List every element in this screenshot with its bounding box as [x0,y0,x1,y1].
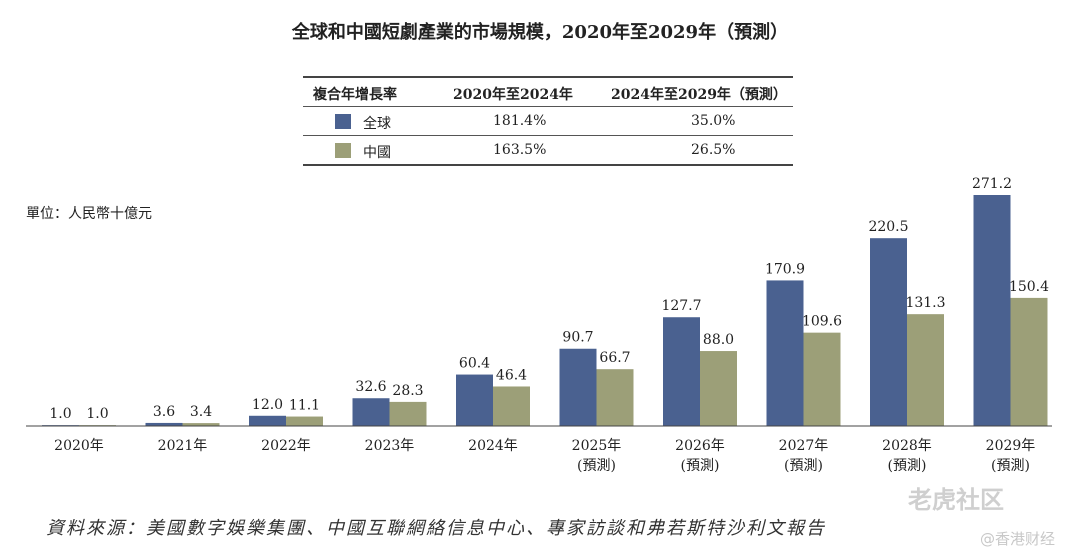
bar-china [700,351,737,426]
x-tick-label: 2029年 [986,438,1036,454]
data-label: 88.0 [703,332,734,348]
data-label: 131.3 [905,295,945,311]
data-label: 90.7 [562,330,593,346]
chart-title: 全球和中國短劇產業的市場規模，2020年至2029年（預測） [291,22,789,43]
data-label: 3.4 [190,404,212,420]
x-tick-label: 2020年 [54,438,104,454]
bar-global [249,415,286,426]
bar-china [907,314,944,426]
x-tick-label: 2024年 [468,438,518,454]
bar-global [559,348,597,426]
source-note: 資料來源：美國數字娛樂集團、中國互聯網絡信息中心、專家訪談和弗若斯特沙利文報告 [46,518,826,539]
bar-china [286,416,323,426]
watermark-handle: @香港财经 [980,530,1056,548]
cagr-value-2: 35.0% [691,113,736,129]
data-label: 66.7 [599,350,630,366]
bar-chart: 1.0 1.0 2020年 3.6 3.4 2021年 12.0 11.1 2022年 32.6 2… [26,176,1052,474]
x-tick-label: 2026年 [675,438,725,454]
cagr-header-period2: 2024年至2029年（預測） [611,87,787,103]
x-tick-sublabel: (預測) [681,458,720,474]
cagr-header-row: 複合年增長率 2020年至2024年 2024年至2029年（預測） [303,76,793,107]
cagr-value-1: 163.5% [493,142,547,158]
data-label: 12.0 [252,397,283,413]
cagr-row-china: 中國 163.5% 26.5% [303,136,793,166]
legend-swatch-china [335,143,351,158]
x-tick-label: 2028年 [882,438,932,454]
bar-china [1010,297,1048,426]
data-label: 60.4 [459,356,490,372]
data-label: 11.1 [289,398,320,414]
x-tick-sublabel: (預測) [784,458,823,474]
data-label: 46.4 [496,367,527,383]
data-label: 150.4 [1009,279,1049,295]
x-tick-label: 2021年 [158,438,208,454]
unit-label: 單位：人民幣十億元 [26,206,152,222]
bar-global [766,280,804,426]
bar-global [145,422,183,426]
data-label: 1.0 [49,406,71,422]
bar-china [803,332,841,426]
watermark: 老虎社区 [908,486,1004,514]
bar-china [182,423,220,426]
bar-china [389,401,427,426]
bar-china [493,386,530,426]
bar-china [596,369,634,426]
cagr-value-2: 26.5% [691,142,736,158]
labels-group: 1.0 1.0 2020年 3.6 3.4 2021年 12.0 11.1 2022年 32.6 2… [49,176,1049,474]
data-label: 109.6 [802,314,842,330]
cagr-table: 複合年增長率 2020年至2024年 2024年至2029年（預測） 全球 18… [303,76,793,166]
x-tick-label: 2027年 [779,438,829,454]
cagr-header-label: 複合年增長率 [313,87,397,103]
x-tick-sublabel: (預測) [888,458,927,474]
data-label: 127.7 [661,298,701,314]
data-label: 28.3 [392,383,423,399]
cagr-row-global: 全球 181.4% 35.0% [303,107,793,136]
bar-global [352,398,390,426]
bars-group [42,195,1048,426]
x-tick-label: 2022年 [261,438,311,454]
x-tick-sublabel: (預測) [577,458,616,474]
cagr-row-name: 中國 [363,145,391,161]
cagr-header-period1: 2020年至2024年 [453,87,573,103]
bar-global [663,317,700,426]
data-label: 32.6 [355,379,386,395]
bar-global [870,238,907,426]
data-label: 220.5 [868,219,908,235]
x-tick-label: 2023年 [365,438,415,454]
data-label: 271.2 [972,176,1012,192]
bar-global [973,195,1011,426]
data-label: 1.0 [86,406,108,422]
x-tick-label: 2025年 [572,438,622,454]
data-label: 170.9 [765,261,805,277]
x-tick-sublabel: (預測) [991,458,1030,474]
cagr-row-name: 全球 [363,116,391,132]
legend-swatch-global [335,114,351,129]
data-label: 3.6 [153,404,175,420]
bar-global [456,374,493,426]
cagr-value-1: 181.4% [493,113,547,129]
